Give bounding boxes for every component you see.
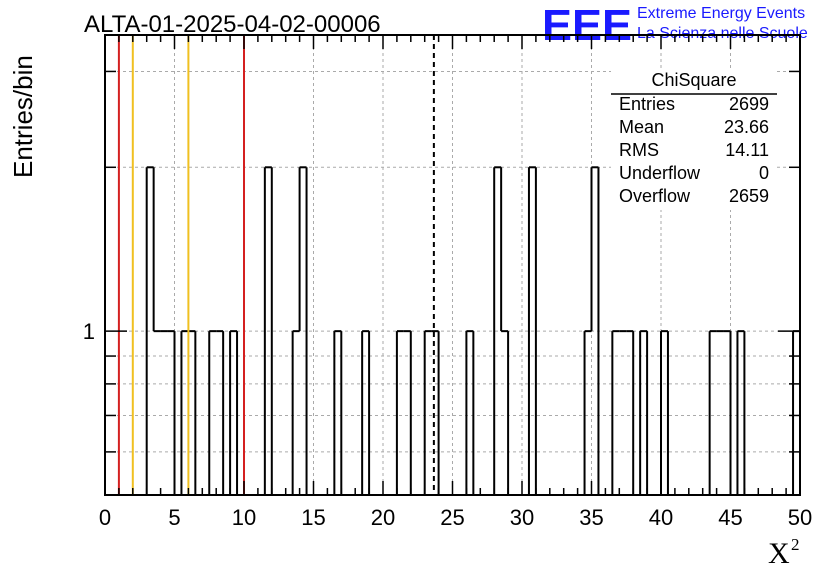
x-axis-ticks: 0 5 10 15 20 25 30 35 40 45 50 bbox=[99, 35, 812, 530]
logo-eee-text: EEE bbox=[542, 1, 632, 50]
stats-box: ChiSquare Entries 2699 Mean 23.66 RMS 14… bbox=[611, 68, 777, 210]
x-tick-label: 25 bbox=[440, 505, 464, 530]
x-axis-title-group: X 2 bbox=[768, 535, 800, 570]
stats-entries-label: Entries bbox=[619, 94, 675, 114]
x-tick-label: 0 bbox=[99, 505, 111, 530]
eee-logo: EEE Extreme Energy Events La Scienza nel… bbox=[542, 1, 808, 50]
y-axis-ticks: 1 bbox=[83, 70, 800, 453]
x-tick-label: 45 bbox=[718, 505, 742, 530]
stats-entries-value: 2699 bbox=[729, 94, 769, 114]
x-tick-label: 30 bbox=[510, 505, 534, 530]
x-tick-label: 20 bbox=[371, 505, 395, 530]
x-tick-label: 35 bbox=[579, 505, 603, 530]
x-axis-title: X bbox=[768, 537, 790, 570]
stats-underflow-label: Underflow bbox=[619, 163, 701, 183]
histogram-steps bbox=[145, 166, 800, 495]
stats-mean-value: 23.66 bbox=[724, 117, 769, 137]
stats-mean-label: Mean bbox=[619, 117, 664, 137]
chart-title: ALTA-01-2025-04-02-00006 bbox=[84, 11, 381, 38]
stats-overflow-label: Overflow bbox=[619, 186, 691, 206]
x-tick-label: 50 bbox=[788, 505, 812, 530]
x-tick-label: 40 bbox=[649, 505, 673, 530]
logo-line-1: Extreme Energy Events bbox=[637, 5, 805, 22]
stats-overflow-value: 2659 bbox=[729, 186, 769, 206]
stats-rms-value: 14.11 bbox=[725, 140, 769, 160]
x-axis-title-superscript: 2 bbox=[791, 535, 800, 554]
x-tick-label: 15 bbox=[301, 505, 325, 530]
x-tick-label: 10 bbox=[232, 505, 256, 530]
y-axis-title: Entries/bin bbox=[8, 55, 38, 178]
threshold-lines bbox=[117, 35, 435, 495]
y-tick-label: 1 bbox=[83, 319, 95, 344]
stats-rms-label: RMS bbox=[619, 140, 659, 160]
stats-title: ChiSquare bbox=[651, 70, 736, 90]
stats-underflow-value: 0 bbox=[759, 163, 769, 183]
x-tick-label: 5 bbox=[168, 505, 180, 530]
stats-box-background bbox=[611, 68, 777, 210]
logo-line-2: La Scienza nelle Scuole bbox=[637, 25, 808, 42]
